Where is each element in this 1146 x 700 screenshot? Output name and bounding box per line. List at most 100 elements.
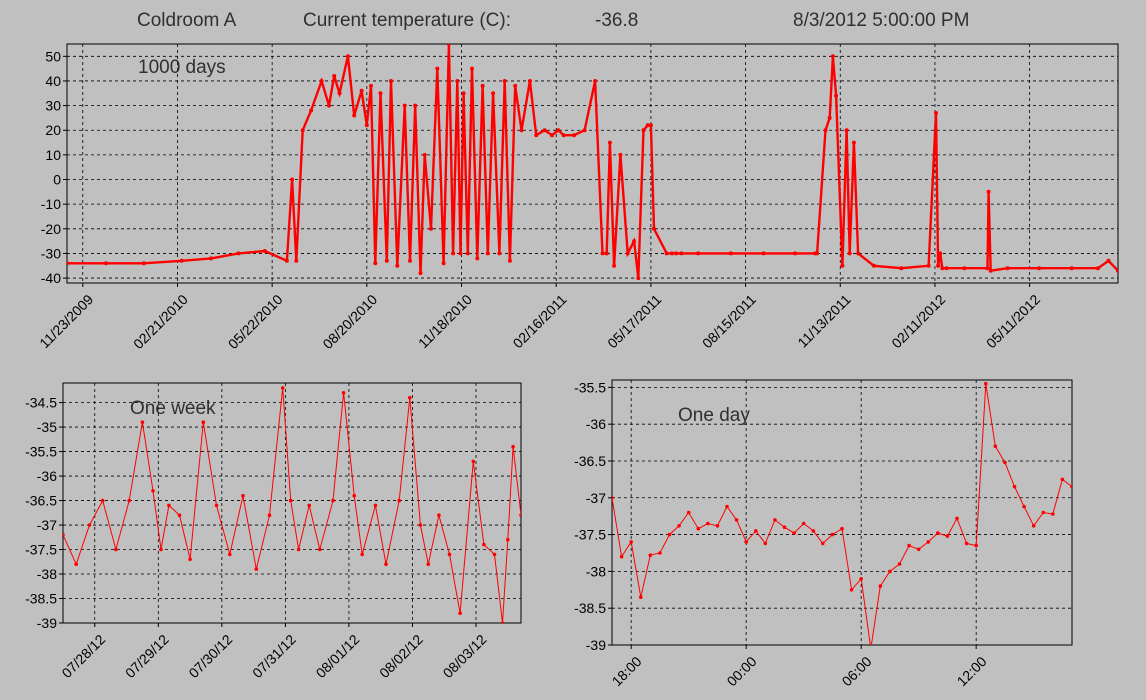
data-point	[458, 611, 462, 615]
data-point	[359, 88, 364, 93]
data-point	[437, 513, 441, 517]
y-tick-label: -36.5	[25, 493, 57, 509]
y-tick-label: -37	[37, 517, 57, 533]
data-point	[201, 420, 206, 425]
chart-title: One day	[678, 405, 750, 426]
data-point	[319, 79, 324, 83]
x-tick-label: 11/18/2010	[415, 291, 475, 351]
y-tick-label: -35.5	[25, 444, 57, 460]
y-tick-label: 10	[45, 147, 61, 163]
data-point	[830, 532, 835, 537]
data-point	[140, 420, 145, 425]
data-point	[151, 489, 155, 493]
data-point	[840, 526, 844, 531]
y-tick-label: -38	[37, 566, 57, 582]
data-point	[964, 541, 969, 546]
header-bar: Coldroom A Current temperature (C): -36.…	[0, 0, 1146, 40]
y-tick-label: -35	[37, 419, 57, 435]
data-point	[100, 498, 105, 503]
data-point	[288, 498, 293, 503]
data-point	[734, 518, 739, 522]
data-point	[696, 251, 701, 256]
data-point	[507, 258, 512, 263]
data-point	[652, 226, 656, 231]
data-point	[422, 152, 427, 157]
data-point	[485, 251, 490, 256]
x-tick-label: 08/20/2010	[319, 291, 380, 352]
y-tick-label: -37	[586, 490, 606, 506]
data-point	[938, 251, 943, 256]
data-point	[284, 258, 289, 263]
data-point	[1022, 504, 1026, 509]
data-point	[593, 79, 598, 83]
data-point	[426, 562, 431, 566]
data-point	[761, 251, 766, 256]
data-point	[1096, 266, 1100, 271]
chart-title: One week	[130, 398, 216, 419]
data-point	[177, 513, 182, 517]
y-tick-label: -36.5	[574, 453, 606, 469]
data-point	[373, 503, 378, 508]
plot-area	[62, 382, 522, 624]
data-point	[940, 266, 945, 271]
data-point	[500, 621, 505, 623]
chart-one-day: -39 -38.5 -38 -37.5 -37 -36.5 -36 -35.5 18:00 00:…	[574, 379, 1073, 689]
data-point	[815, 251, 820, 256]
x-tick-label: 07/29/12	[122, 631, 172, 681]
x-tick-label: 02/21/2010	[130, 291, 191, 352]
data-point	[926, 540, 931, 544]
data-point	[897, 562, 902, 566]
data-point	[899, 266, 904, 271]
data-point	[290, 177, 295, 182]
data-point	[67, 261, 69, 266]
chart-title: 1000 days	[138, 57, 226, 78]
data-point	[429, 226, 433, 231]
x-tick-label: 02/16/2011	[510, 291, 570, 351]
data-point	[607, 140, 612, 145]
data-point	[625, 251, 630, 256]
data-point	[441, 261, 446, 266]
data-point	[550, 133, 554, 138]
current-temperature-value: -36.8	[595, 10, 639, 31]
data-point	[241, 493, 245, 498]
data-point	[792, 531, 796, 535]
data-point	[352, 493, 357, 498]
data-point	[677, 524, 681, 528]
data-point	[632, 239, 637, 244]
data-point	[744, 540, 748, 544]
data-point	[878, 584, 883, 588]
x-tick-label: 02/11/2012	[888, 291, 948, 351]
data-point	[167, 503, 171, 508]
x-tick-label: 11/13/2011	[794, 291, 854, 351]
x-tick-label: 07/30/12	[185, 631, 235, 681]
x-tick-label: 11/23/2009	[36, 291, 96, 351]
data-point	[686, 510, 691, 515]
data-point	[1051, 512, 1055, 516]
data-point	[1037, 266, 1042, 271]
data-point	[1060, 477, 1065, 482]
chart-one-week: -39 -38.5 -38 -37.5 -37 -36.5 -36 -35.5 -35 -34.5…	[25, 382, 522, 681]
data-point	[506, 537, 510, 542]
x-tick-label: 05/17/2011	[604, 291, 664, 351]
y-tick-label: -37.5	[25, 542, 57, 558]
data-point	[715, 524, 720, 528]
x-tick-label: 08/01/12	[313, 631, 363, 681]
data-point	[840, 263, 845, 268]
data-point	[645, 123, 650, 128]
data-point	[497, 251, 502, 256]
x-tick-label: 00:00	[724, 653, 760, 689]
data-point	[648, 123, 653, 128]
data-point	[641, 128, 646, 133]
data-point	[296, 547, 301, 552]
data-point	[280, 386, 285, 390]
timestamp: 8/3/2012 5:00:00 PM	[793, 10, 970, 31]
data-point	[502, 79, 507, 83]
data-point	[461, 91, 466, 96]
data-point	[984, 381, 988, 386]
data-point	[667, 532, 672, 537]
data-point	[907, 543, 911, 548]
data-point	[834, 93, 839, 98]
data-point	[364, 123, 369, 128]
data-point	[179, 258, 184, 263]
data-point	[856, 251, 861, 256]
